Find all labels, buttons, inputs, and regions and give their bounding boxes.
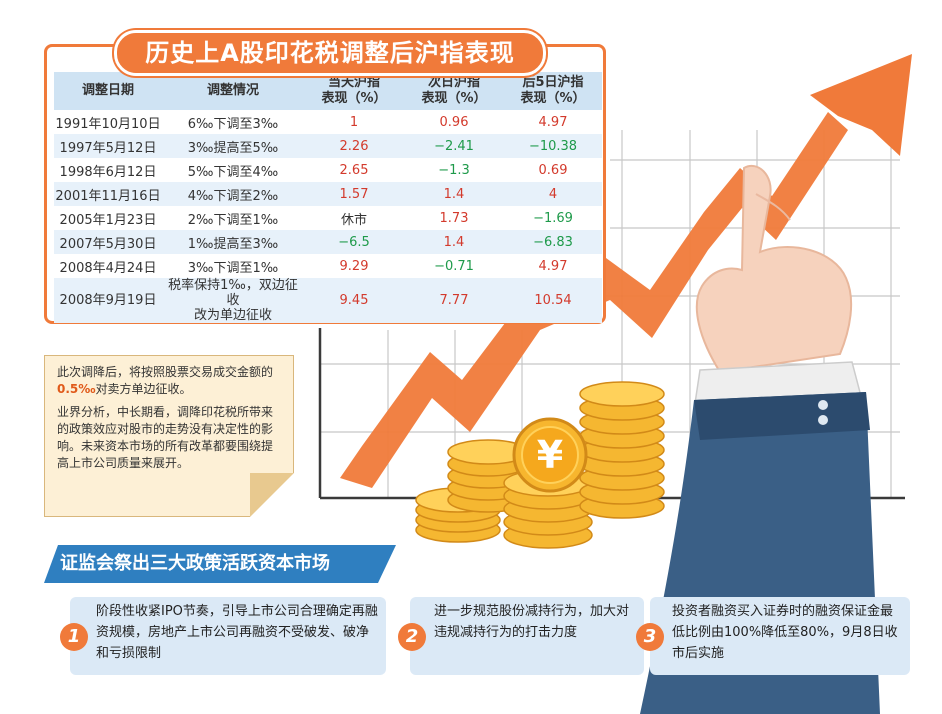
cell-change: 3‰提高至5‰ xyxy=(162,134,304,158)
policy-text-2: 进一步规范股份减持行为，加大对违规减持行为的打击力度 xyxy=(434,604,630,640)
policy-card-3: 3 投资者融资买入证券时的融资保证金最低比例由100%降低至80%，9月8日收市… xyxy=(636,597,910,675)
table-row: 1991年10月10日 6‰下调至3‰ 1 0.96 4.97 xyxy=(54,110,602,134)
cell-five-day: 4 xyxy=(504,182,602,206)
note-paragraph-2: 业界分析，中长期看，调降印花税所带来的政策效应对股市的走势没有决定性的影响。未来… xyxy=(57,405,274,470)
header-date: 调整日期 xyxy=(54,72,162,110)
header-change: 调整情况 xyxy=(162,72,304,110)
cell-same-day: 2.65 xyxy=(339,162,369,178)
number-2-badge: 2 xyxy=(398,623,426,651)
cell-same-day: 1.57 xyxy=(304,182,404,206)
header-next-day: 次日沪指 表现（%） xyxy=(404,72,504,110)
cell-date: 2008年9月19日 xyxy=(54,278,162,323)
cell-date: 1997年5月12日 xyxy=(54,134,162,158)
cell-change: 税率保持1‰，双边征收 改为单边征收 xyxy=(162,278,304,323)
cell-five-day: −6.83 xyxy=(504,230,602,254)
cell-five-day: 4.97 xyxy=(538,258,568,274)
policy-text-1: 阶段性收紧IPO节奏，引导上市公司合理确定再融资规模，房地产上市公司再融资不受破… xyxy=(96,604,378,661)
policy-text-3: 投资者融资买入证券时的融资保证金最低比例由100%降低至80%，9月8日收市后实… xyxy=(672,604,898,661)
cell-next-day: 1.73 xyxy=(439,210,469,226)
header-five-day: 后5日沪指 表现（%） xyxy=(504,72,602,110)
cell-five-day: −10.38 xyxy=(504,134,602,158)
cell-next-day: −2.41 xyxy=(404,134,504,158)
policy-card-1: 1 阶段性收紧IPO节奏，引导上市公司合理确定再融资规模，房地产上市公司再融资不… xyxy=(60,597,386,675)
cell-date: 1991年10月10日 xyxy=(55,116,161,132)
table-row: 1998年6月12日 5‰下调至4‰ 2.65 −1.3 0.69 xyxy=(54,158,602,182)
table-header-row: 调整日期 调整情况 当天沪指 表现（%） 次日沪指 表现（%） 后5日沪指 表现（%） xyxy=(54,72,602,110)
cell-date: 2001年11月16日 xyxy=(54,182,162,206)
cell-change: 5‰下调至4‰ xyxy=(187,164,279,180)
yuan-coin-symbol: ¥ xyxy=(537,433,563,477)
cell-next-day: 1.4 xyxy=(404,182,504,206)
table-row: 2007年5月30日 1‰提高至3‰ −6.5 1.4 −6.83 xyxy=(54,230,602,254)
cell-date: 2005年1月23日 xyxy=(59,212,157,228)
cell-next-day: −1.3 xyxy=(438,162,470,178)
cell-change: 2‰下调至1‰ xyxy=(187,212,279,228)
coin-stacks-icon xyxy=(415,381,665,549)
number-1-badge: 1 xyxy=(60,623,88,651)
header-same-day: 当天沪指 表现（%） xyxy=(304,72,404,110)
policy-card-2: 2 进一步规范股份减持行为，加大对违规减持行为的打击力度 xyxy=(398,597,644,675)
stamp-tax-history-table: 调整日期 调整情况 当天沪指 表现（%） 次日沪指 表现（%） 后5日沪指 表现（%）… xyxy=(54,72,602,323)
cell-same-day: 休市 xyxy=(340,212,367,228)
table-row: 2001年11月16日 4‰下调至2‰ 1.57 1.4 4 xyxy=(54,182,602,206)
number-3-badge: 3 xyxy=(636,623,664,651)
table-row: 2008年9月19日 税率保持1‰，双边征收 改为单边征收 9.45 7.77 1… xyxy=(54,278,602,323)
cell-next-day: 1.4 xyxy=(404,230,504,254)
cell-next-day: 0.96 xyxy=(439,114,469,130)
analysis-note: 此次调降后，将按照股票交易成交金额的0.5‰对卖方单边征收。 业界分析，中长期看… xyxy=(44,355,294,517)
cell-five-day: 10.54 xyxy=(504,278,602,323)
table-row: 1997年5月12日 3‰提高至5‰ 2.26 −2.41 −10.38 xyxy=(54,134,602,158)
cell-same-day: 2.26 xyxy=(304,134,404,158)
cell-date: 2008年4月24日 xyxy=(59,260,157,276)
policy-banner: 证监会祭出三大政策活跃资本市场 xyxy=(44,545,396,583)
page-title: 历史上A股印花税调整后沪指表现 xyxy=(114,30,546,76)
cell-date: 1998年6月12日 xyxy=(59,164,157,180)
cell-same-day: 9.45 xyxy=(304,278,404,323)
cell-date: 2007年5月30日 xyxy=(54,230,162,254)
table-row: 2008年4月24日 3‰下调至1‰ 9.29 −0.71 4.97 xyxy=(54,254,602,278)
page-fold-icon xyxy=(250,473,294,517)
cell-five-day: −1.69 xyxy=(533,210,573,226)
note-paragraph-1: 此次调降后，将按照股票交易成交金额的0.5‰对卖方单边征收。 xyxy=(57,365,274,396)
cell-five-day: 4.97 xyxy=(538,114,568,130)
table-row: 2005年1月23日 2‰下调至1‰ 休市 1.73 −1.69 xyxy=(54,206,602,230)
cell-five-day: 0.69 xyxy=(538,162,568,178)
tax-rate-highlight: 0.5‰ xyxy=(57,382,96,396)
cell-next-day: −0.71 xyxy=(434,258,474,274)
cell-change: 1‰提高至3‰ xyxy=(162,230,304,254)
cell-same-day: −6.5 xyxy=(304,230,404,254)
cell-change: 4‰下调至2‰ xyxy=(162,182,304,206)
cell-same-day: 1 xyxy=(349,114,359,130)
cell-change: 3‰下调至1‰ xyxy=(187,260,279,276)
cell-change: 6‰下调至3‰ xyxy=(187,116,279,132)
cell-next-day: 7.77 xyxy=(404,278,504,323)
cell-same-day: 9.29 xyxy=(339,258,369,274)
